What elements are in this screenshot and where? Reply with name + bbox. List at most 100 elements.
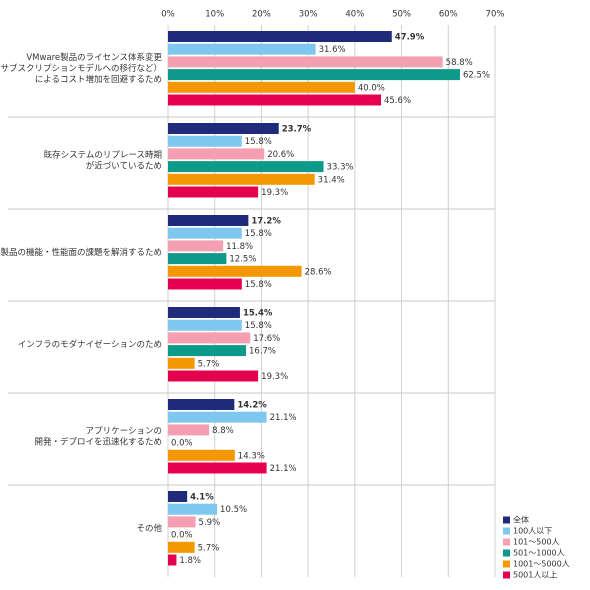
value-label: 33.3% bbox=[327, 163, 354, 173]
value-label: 14.2% bbox=[237, 401, 267, 411]
category-label: アプリケーションの開発・デプロイを迅速化するため bbox=[34, 426, 162, 447]
bar bbox=[168, 307, 240, 318]
bar bbox=[168, 123, 279, 134]
bar bbox=[168, 516, 196, 528]
legend-label: 全体 bbox=[513, 515, 529, 525]
bar bbox=[168, 135, 242, 147]
bar bbox=[168, 161, 324, 173]
value-label: 17.6% bbox=[253, 334, 280, 344]
bar bbox=[168, 278, 242, 290]
value-label: 28.6% bbox=[305, 267, 332, 277]
category-label: VMware製品のライセンス体系変更（サブスクリプションモデルへの移行など）によ… bbox=[0, 52, 162, 85]
value-label: 15.8% bbox=[245, 321, 272, 331]
x-tick-label: 40% bbox=[345, 10, 364, 20]
x-tick-label: 30% bbox=[299, 10, 318, 20]
category-label: 製品の機能・性能面の課題を解消するため bbox=[0, 247, 162, 258]
category-label: その他 bbox=[136, 523, 162, 534]
value-label: 0.0% bbox=[171, 439, 193, 449]
x-tick-label: 60% bbox=[439, 10, 458, 20]
value-label: 62.5% bbox=[463, 71, 490, 81]
bar bbox=[168, 503, 218, 515]
value-label: 10.5% bbox=[220, 505, 247, 515]
bar bbox=[168, 94, 382, 106]
value-label: 4.1% bbox=[190, 493, 214, 503]
value-label: 23.7% bbox=[282, 125, 312, 135]
legend-swatch bbox=[503, 560, 510, 568]
value-label: 15.8% bbox=[245, 137, 272, 147]
value-label: 16.7% bbox=[249, 347, 276, 357]
bar bbox=[168, 370, 259, 382]
category-label-line: インフラのモダナイゼーションのため bbox=[18, 339, 162, 350]
bar bbox=[168, 240, 224, 252]
bar bbox=[168, 449, 235, 461]
value-label: 0.0% bbox=[171, 531, 193, 541]
category-label-line: 既存システムのリプレース時期 bbox=[44, 149, 162, 160]
value-label: 5.9% bbox=[199, 518, 221, 528]
bar bbox=[168, 491, 188, 502]
bar bbox=[168, 215, 249, 226]
legend-swatch bbox=[503, 549, 510, 557]
value-label: 21.1% bbox=[270, 464, 297, 474]
bar bbox=[168, 319, 242, 331]
bar bbox=[168, 265, 302, 277]
value-label: 19.3% bbox=[261, 372, 288, 382]
category-label-line: 開発・デプロイを迅速化するため bbox=[34, 436, 162, 447]
bar bbox=[168, 399, 235, 410]
value-label: 8.8% bbox=[212, 426, 234, 436]
legend-swatch bbox=[503, 571, 510, 579]
x-tick-label: 10% bbox=[205, 10, 224, 20]
legend-label: 501〜1000人 bbox=[513, 549, 565, 558]
value-label: 5.7% bbox=[198, 543, 220, 553]
bar bbox=[168, 227, 242, 239]
bar bbox=[168, 56, 443, 68]
value-label: 40.0% bbox=[358, 83, 385, 93]
value-label: 12.5% bbox=[229, 255, 256, 265]
value-label: 17.2% bbox=[251, 217, 281, 227]
category-label-line: VMware製品のライセンス体系変更 bbox=[26, 52, 162, 63]
category-label: インフラのモダナイゼーションのため bbox=[18, 339, 162, 350]
value-label: 14.3% bbox=[238, 451, 265, 461]
bar bbox=[168, 43, 316, 55]
legend-swatch bbox=[503, 538, 510, 546]
legend-swatch bbox=[503, 516, 510, 524]
value-label: 5.7% bbox=[198, 359, 220, 369]
legend-label: 5001人以上 bbox=[513, 571, 557, 580]
bar bbox=[168, 173, 315, 185]
bar bbox=[168, 357, 195, 369]
bar bbox=[168, 69, 460, 81]
value-label: 31.6% bbox=[319, 45, 346, 55]
category-label-line: が近づいているため bbox=[86, 160, 162, 171]
value-label: 31.4% bbox=[318, 175, 345, 185]
bar bbox=[168, 345, 247, 357]
value-label: 11.8% bbox=[226, 242, 253, 252]
bar bbox=[168, 541, 195, 553]
value-label: 15.8% bbox=[245, 280, 272, 290]
x-tick-label: 20% bbox=[252, 10, 271, 20]
category-label: 既存システムのリプレース時期が近づいているため bbox=[44, 149, 162, 171]
value-label: 20.6% bbox=[267, 150, 294, 160]
legend-swatch bbox=[503, 527, 510, 535]
bar bbox=[168, 424, 210, 436]
value-label: 58.8% bbox=[446, 58, 473, 68]
bar bbox=[168, 554, 177, 566]
x-tick-label: 0% bbox=[161, 10, 175, 20]
x-tick-label: 50% bbox=[392, 10, 411, 20]
bar bbox=[168, 332, 251, 344]
category-label-line: その他 bbox=[136, 523, 162, 534]
value-label: 47.9% bbox=[395, 33, 425, 43]
bar bbox=[168, 462, 267, 474]
x-tick-label: 70% bbox=[486, 10, 505, 20]
value-label: 45.6% bbox=[384, 96, 411, 106]
legend-label: 100人以下 bbox=[513, 527, 552, 536]
category-label-line: アプリケーションの bbox=[86, 426, 162, 436]
bar bbox=[168, 148, 265, 160]
value-label: 15.8% bbox=[245, 229, 272, 239]
bar bbox=[168, 31, 392, 42]
value-label: 19.3% bbox=[261, 188, 288, 198]
bar bbox=[168, 81, 355, 93]
category-label-line: によるコスト増加を回避するため bbox=[35, 74, 162, 85]
bar bbox=[168, 411, 267, 423]
value-label: 21.1% bbox=[270, 413, 297, 423]
category-label-line: 製品の機能・性能面の課題を解消するため bbox=[0, 247, 162, 258]
